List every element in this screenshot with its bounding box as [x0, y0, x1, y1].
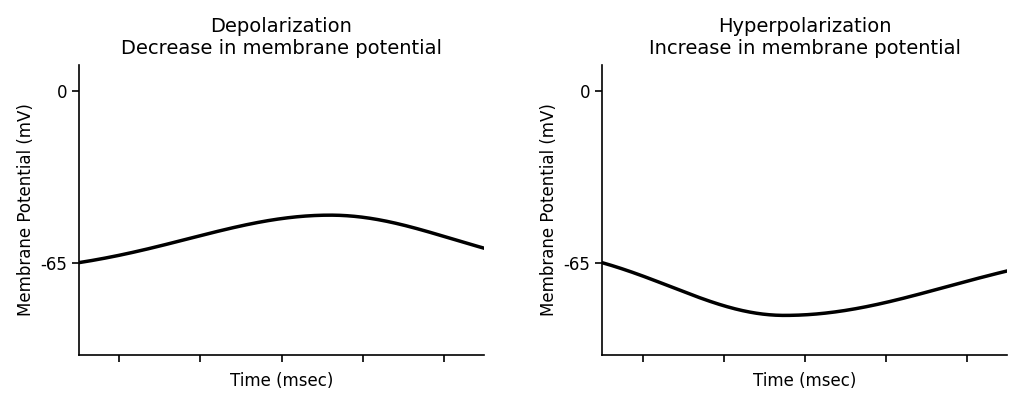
- Y-axis label: Membrane Potential (mV): Membrane Potential (mV): [16, 103, 35, 316]
- Y-axis label: Membrane Potential (mV): Membrane Potential (mV): [540, 103, 558, 316]
- X-axis label: Time (msec): Time (msec): [753, 372, 856, 390]
- Title: Depolarization
Decrease in membrane potential: Depolarization Decrease in membrane pote…: [121, 17, 442, 58]
- Title: Hyperpolarization
Increase in membrane potential: Hyperpolarization Increase in membrane p…: [648, 17, 961, 58]
- X-axis label: Time (msec): Time (msec): [229, 372, 333, 390]
